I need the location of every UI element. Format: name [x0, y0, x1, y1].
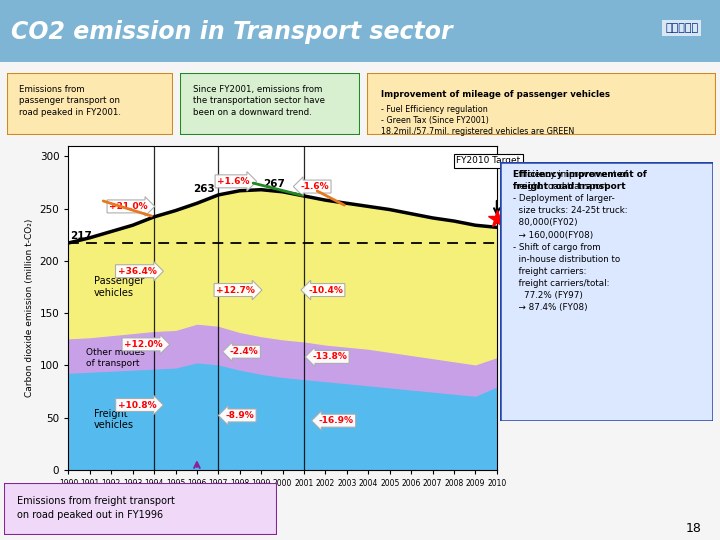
Text: 18: 18	[686, 522, 702, 535]
Text: FY2010 Target: FY2010 Target	[456, 156, 521, 165]
Text: -16.9%: -16.9%	[319, 416, 354, 425]
Text: Emissions from freight transport
on road peaked out in FY1996: Emissions from freight transport on road…	[17, 496, 175, 519]
Text: 217: 217	[71, 231, 92, 241]
FancyBboxPatch shape	[7, 73, 173, 135]
Text: Since FY2001, emissions from
the transportation sector have
been on a downward t: Since FY2001, emissions from the transpo…	[193, 85, 325, 117]
Text: Freight
vehicles: Freight vehicles	[94, 409, 134, 430]
Text: +12.7%: +12.7%	[216, 286, 255, 294]
FancyBboxPatch shape	[500, 162, 713, 421]
Text: - Fuel Efficiency regulation
- Green Tax (Since FY2001)
18.2mil./57.7mil. regist: - Fuel Efficiency regulation - Green Tax…	[381, 105, 575, 137]
Text: Passenger
vehicles: Passenger vehicles	[94, 276, 144, 298]
Text: CO2 emission in Transport sector: CO2 emission in Transport sector	[11, 21, 452, 44]
Text: +21.0%: +21.0%	[109, 202, 148, 211]
FancyBboxPatch shape	[367, 73, 716, 135]
Text: -1.6%: -1.6%	[300, 182, 329, 191]
Text: +12.0%: +12.0%	[124, 340, 163, 349]
Text: 232: 232	[499, 217, 521, 226]
Text: -13.8%: -13.8%	[312, 353, 347, 361]
Text: Emissions from
passenger transport on
road peaked in FY2001.: Emissions from passenger transport on ro…	[19, 85, 121, 117]
Text: -2.4%: -2.4%	[230, 347, 258, 356]
Text: +36.4%: +36.4%	[117, 267, 156, 276]
Text: +1.6%: +1.6%	[217, 177, 250, 186]
Y-axis label: Carbon dioxide emission (million t-CO₂): Carbon dioxide emission (million t-CO₂)	[25, 219, 34, 397]
Text: 263: 263	[194, 184, 215, 194]
Text: +10.8%: +10.8%	[117, 401, 156, 409]
FancyBboxPatch shape	[180, 73, 360, 135]
Text: Efficiency improvement of
freight road transport
- Deployment of larger-
  size : Efficiency improvement of freight road t…	[513, 170, 628, 313]
Text: -10.4%: -10.4%	[308, 286, 343, 294]
Text: 240: 240	[500, 213, 522, 223]
Text: Other modes
of transport: Other modes of transport	[86, 348, 145, 368]
Text: Improvement of mileage of passenger vehicles: Improvement of mileage of passenger vehi…	[381, 90, 610, 99]
Text: Efficiency improvement of
freight road transport: Efficiency improvement of freight road t…	[513, 170, 647, 191]
Text: 267: 267	[264, 179, 285, 188]
Text: 国土交通省: 国土交通省	[665, 23, 698, 33]
FancyBboxPatch shape	[4, 483, 277, 535]
Text: -8.9%: -8.9%	[225, 411, 254, 420]
